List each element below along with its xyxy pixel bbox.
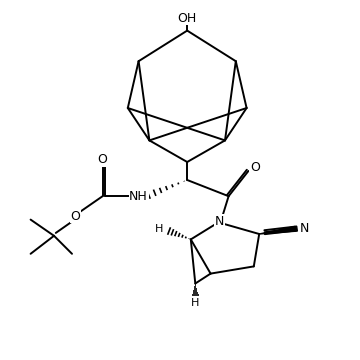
Text: NH: NH: [129, 190, 148, 203]
Text: N: N: [215, 215, 224, 228]
Text: O: O: [250, 161, 260, 174]
Text: O: O: [98, 153, 108, 166]
Polygon shape: [259, 226, 297, 234]
Text: H: H: [191, 298, 199, 308]
Text: H: H: [155, 224, 164, 234]
Text: OH: OH: [177, 12, 197, 24]
Text: N: N: [300, 222, 310, 235]
Text: O: O: [71, 210, 81, 222]
